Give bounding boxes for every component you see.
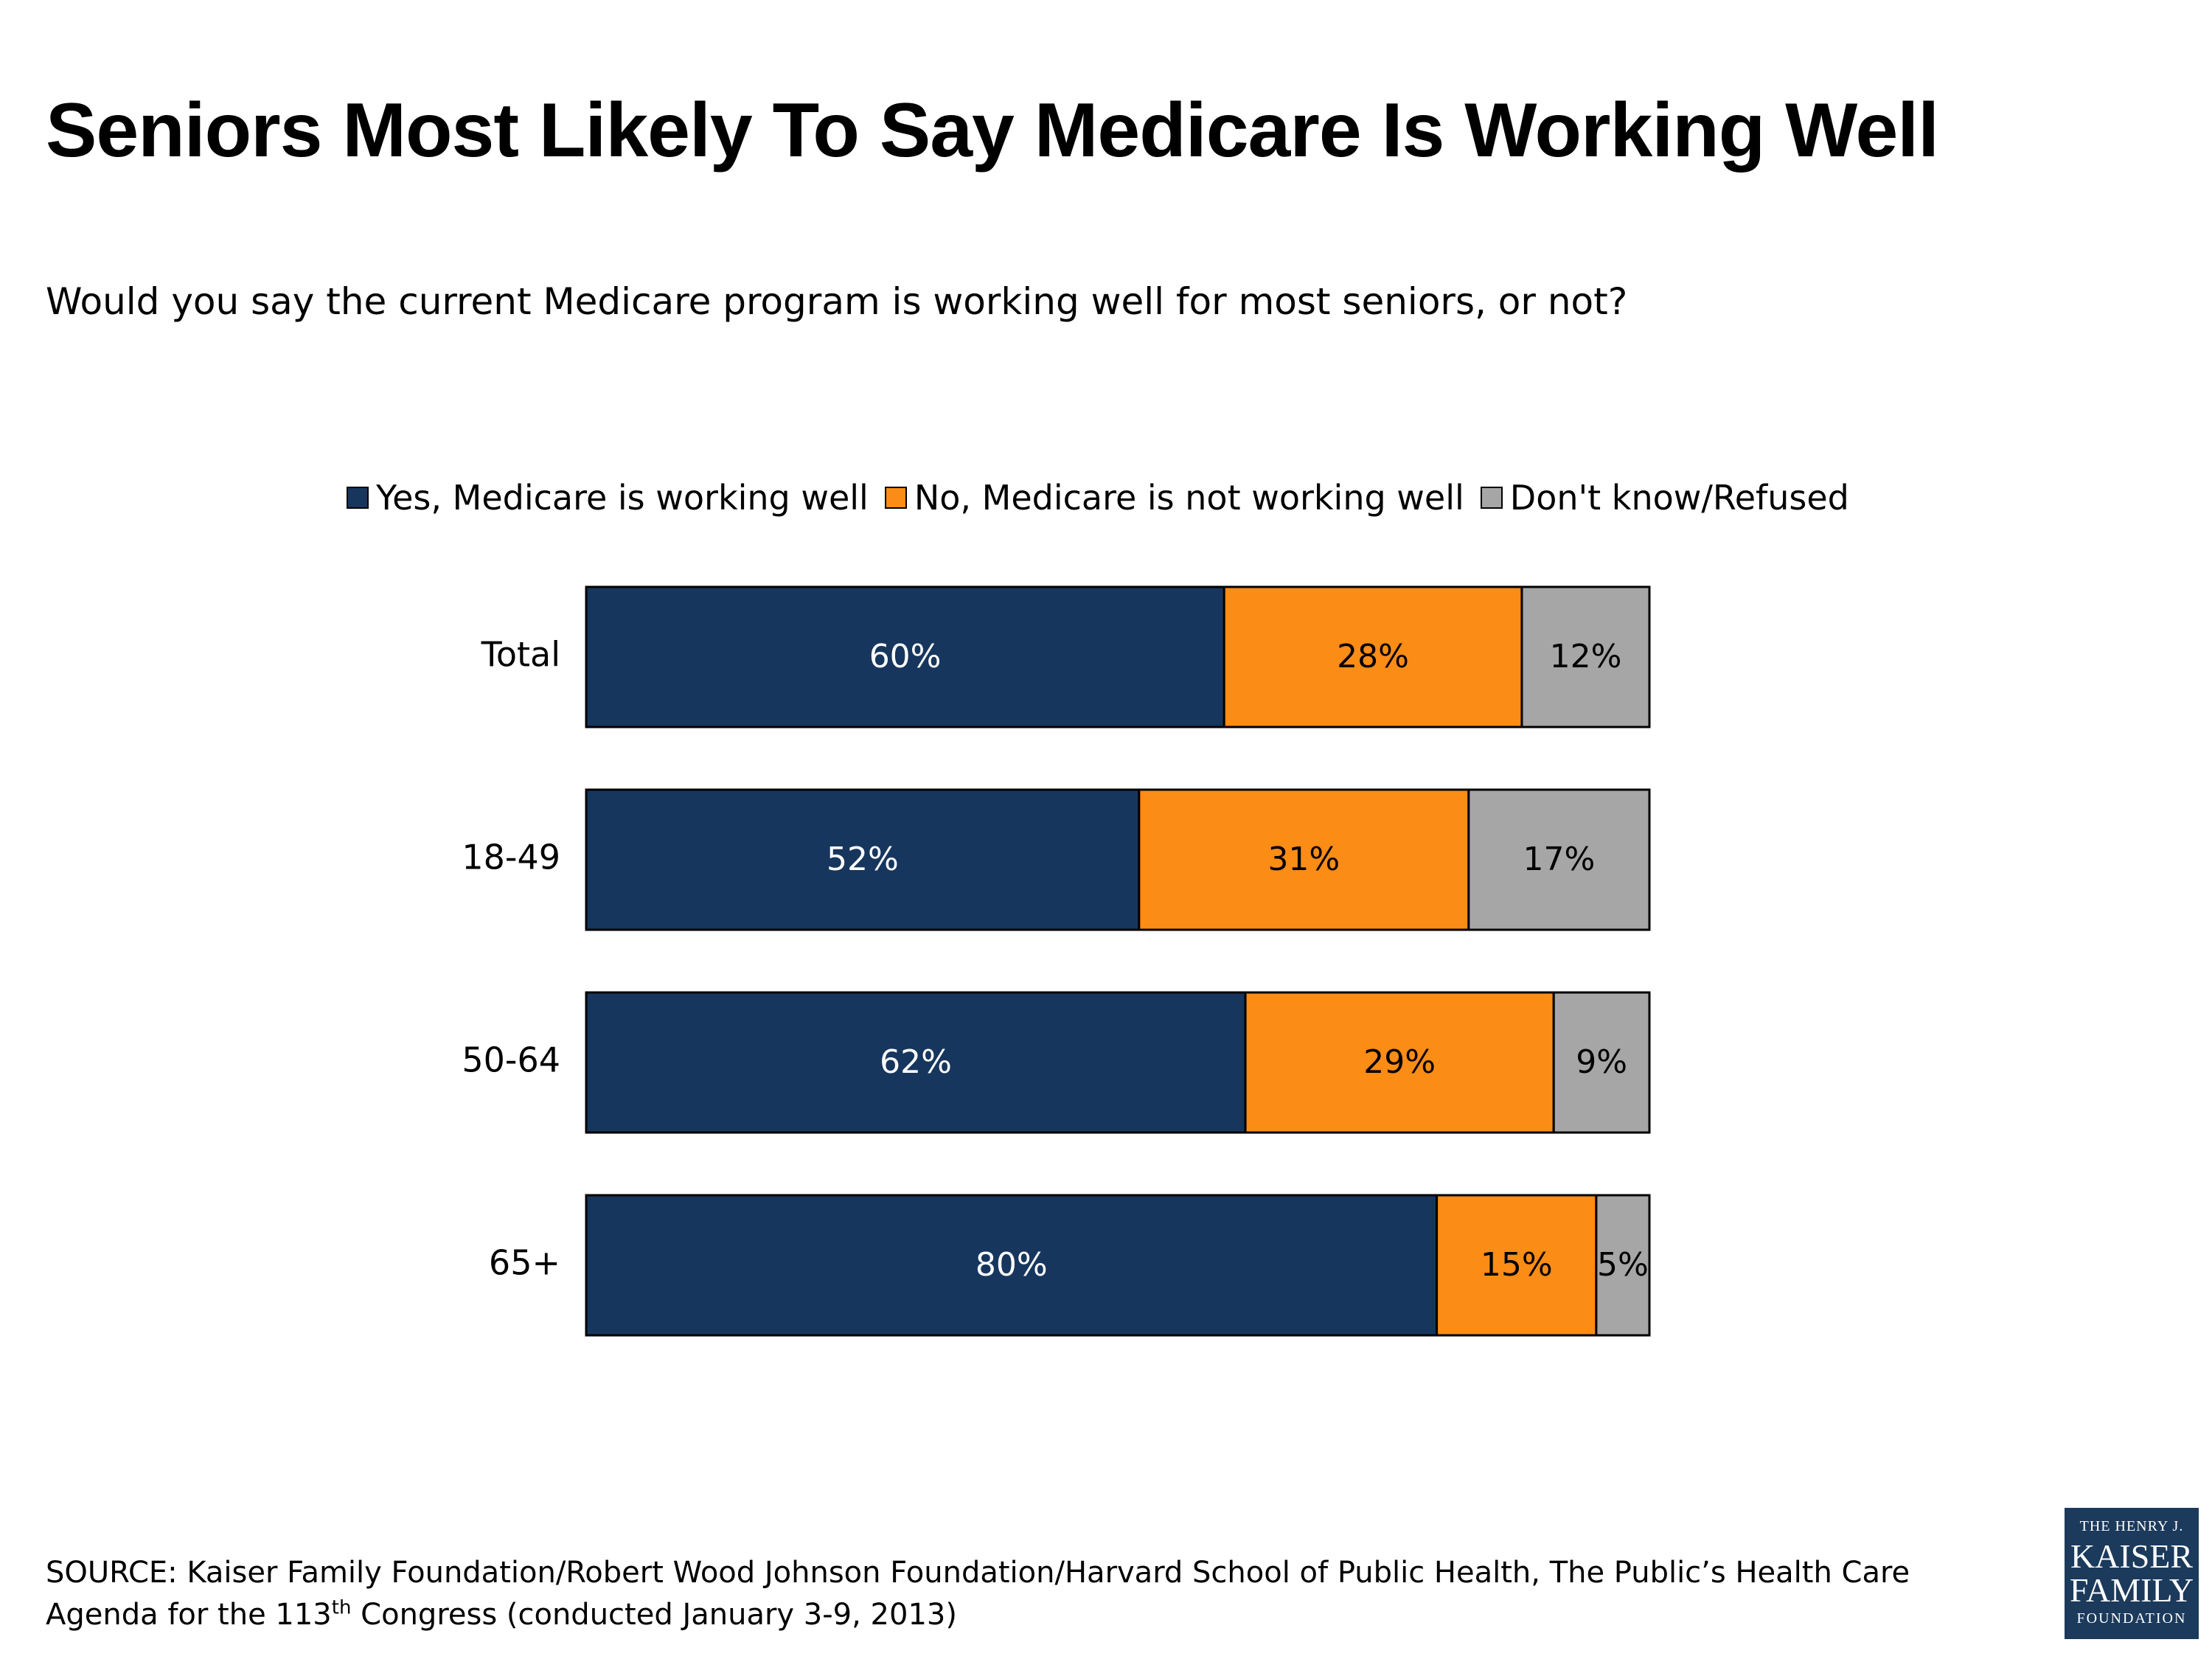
data-label-18-49-series-2: 17% <box>1523 841 1596 878</box>
bar-50-64-series-0 <box>585 991 1247 1134</box>
bar-total-series-0 <box>585 585 1225 728</box>
data-label-total-series-1: 28% <box>1337 638 1409 675</box>
legend-label-no: No, Medicare is not working well <box>914 478 1464 518</box>
data-label-50-64-series-0: 62% <box>880 1043 952 1081</box>
data-label-18-49-series-1: 31% <box>1267 841 1340 878</box>
data-label-65-series-0: 80% <box>975 1246 1048 1284</box>
category-label-65: 65+ <box>489 1243 560 1283</box>
legend-label-yes: Yes, Medicare is working well <box>376 478 869 518</box>
legend-item-yes: Yes, Medicare is working well <box>347 478 869 518</box>
legend-swatch-dontknow <box>1480 487 1503 509</box>
logo-line-4: FOUNDATION <box>2076 1610 2187 1627</box>
bar-65-series-2 <box>1595 1194 1651 1337</box>
data-label-65-series-1: 15% <box>1481 1246 1553 1284</box>
bar-18-49-series-0 <box>585 788 1141 931</box>
source-line-2-start: Agenda for the 113 <box>46 1598 332 1632</box>
bar-50-64-series-1 <box>1244 991 1555 1134</box>
legend-label-dontknow: Don't know/Refused <box>1509 478 1849 518</box>
logo-line-1: THE HENRY J. <box>2079 1518 2184 1534</box>
data-label-50-64-series-2: 9% <box>1576 1043 1627 1081</box>
chart-title: Seniors Most Likely To Say Medicare Is W… <box>46 88 1939 173</box>
chart-subtitle: Would you say the current Medicare progr… <box>46 280 1628 323</box>
logo-line-3: FAMILY <box>2069 1571 2194 1609</box>
legend-item-dontknow: Don't know/Refused <box>1480 478 1849 518</box>
source-note: SOURCE: Kaiser Family Foundation/Robert … <box>46 1552 2037 1636</box>
legend-item-no: No, Medicare is not working well <box>884 478 1464 518</box>
data-label-total-series-2: 12% <box>1550 638 1622 675</box>
kaiser-family-foundation-logo: THE HENRY J. KAISER FAMILY FOUNDATION <box>2065 1508 2199 1639</box>
bar-total-series-2 <box>1520 585 1651 728</box>
data-label-total-series-0: 60% <box>869 638 942 675</box>
legend-swatch-yes <box>347 487 369 509</box>
logo-line-2: KAISER <box>2070 1537 2194 1575</box>
data-label-18-49-series-0: 52% <box>827 841 899 878</box>
bar-50-64-series-2 <box>1552 991 1651 1134</box>
data-label-65-series-2: 5% <box>1597 1246 1649 1284</box>
category-label-total: Total <box>481 635 560 675</box>
bar-65-series-0 <box>585 1194 1439 1337</box>
source-line-1: SOURCE: Kaiser Family Foundation/Robert … <box>46 1556 1910 1590</box>
data-label-50-64-series-1: 29% <box>1363 1043 1436 1081</box>
bar-total-series-1 <box>1222 585 1523 728</box>
chart-legend: Yes, Medicare is working well No, Medica… <box>347 472 1849 524</box>
category-label-18-49: 18-49 <box>462 838 560 877</box>
source-line-2-end: Congress (conducted January 3-9, 2013) <box>351 1598 957 1632</box>
category-label-50-64: 50-64 <box>462 1040 560 1080</box>
bar-18-49-series-1 <box>1138 788 1470 931</box>
bar-65-series-1 <box>1436 1194 1598 1337</box>
source-line-2: Agenda for the 113th Congress (conducted… <box>46 1594 2037 1636</box>
source-ordinal-suffix: th <box>331 1596 352 1619</box>
bar-18-49-series-2 <box>1467 788 1651 931</box>
legend-swatch-no <box>884 487 907 509</box>
